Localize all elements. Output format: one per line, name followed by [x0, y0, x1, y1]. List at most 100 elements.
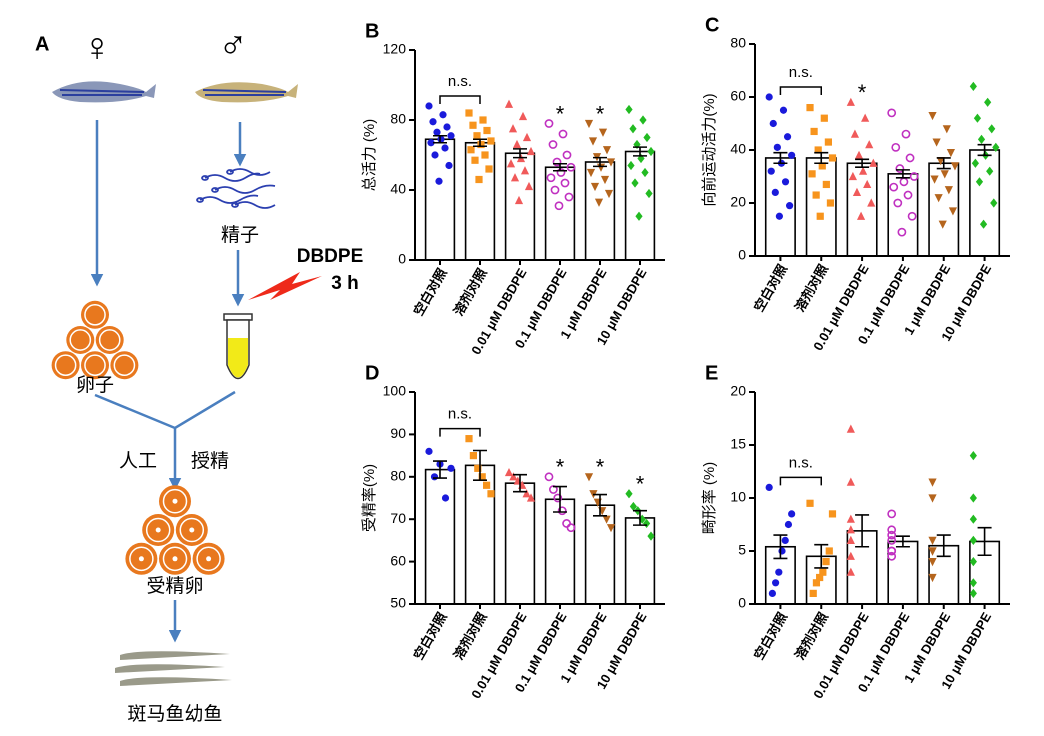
point [846, 551, 855, 560]
point [969, 535, 977, 545]
point [504, 467, 514, 477]
point [824, 138, 832, 146]
female-fish [52, 81, 156, 103]
point [928, 573, 937, 583]
point [485, 165, 493, 173]
point [765, 93, 773, 101]
point [775, 568, 783, 576]
point [928, 478, 937, 487]
point [483, 481, 491, 489]
point [594, 198, 604, 207]
point [808, 170, 816, 178]
y-tick-label: 0 [398, 251, 406, 267]
point [887, 509, 897, 519]
point [512, 139, 522, 149]
egg-inner [98, 329, 121, 351]
point [826, 199, 835, 207]
point [522, 489, 531, 498]
egg-inner [162, 546, 188, 572]
tube [223, 313, 253, 380]
panel-label: E [705, 362, 718, 384]
point [526, 146, 536, 156]
bar [504, 152, 536, 261]
point [901, 129, 911, 139]
bar [544, 498, 576, 605]
y-axis-label: 向前运动活力(%) [701, 93, 718, 206]
bar [504, 482, 536, 605]
point [905, 153, 915, 163]
y-axis-label: 总活力 (%) [361, 119, 378, 192]
point [435, 177, 443, 185]
point [887, 536, 897, 545]
y-tick-label: 80 [390, 111, 406, 127]
panel-label: D [365, 362, 379, 384]
point [928, 111, 937, 121]
bar [624, 517, 656, 605]
point [783, 133, 792, 141]
error-bar [593, 156, 607, 168]
point [907, 211, 917, 221]
point [475, 175, 483, 184]
bar [544, 166, 576, 261]
point [984, 97, 992, 107]
y-tick-label: 40 [390, 181, 406, 197]
point [441, 144, 449, 152]
point [566, 162, 576, 172]
point [441, 494, 450, 502]
point [625, 104, 633, 115]
axes [754, 392, 1010, 605]
egg-inner [113, 354, 136, 377]
point [552, 157, 562, 167]
point [471, 156, 479, 164]
male-symbol: ♂ [218, 24, 248, 68]
point [816, 212, 824, 220]
point [938, 220, 947, 229]
point [979, 219, 988, 229]
point [773, 143, 781, 151]
point [606, 524, 616, 533]
point [430, 473, 439, 481]
point [544, 119, 554, 128]
point [566, 523, 576, 533]
point [856, 211, 866, 220]
point [564, 192, 574, 202]
point [895, 164, 905, 173]
point [975, 177, 984, 187]
fertilized-eggs-label: 受精卵 [146, 575, 203, 597]
bar [424, 468, 456, 605]
significance: * [596, 455, 605, 480]
panel-label: C [705, 14, 719, 36]
point [867, 198, 876, 207]
x-tick-label: 空白对照 [411, 266, 450, 319]
larvae [115, 651, 232, 686]
x-tick-label: 溶剂对照 [451, 266, 490, 319]
point [775, 212, 783, 220]
point [846, 97, 855, 106]
point [629, 501, 637, 512]
x-tick-label: 溶剂对照 [792, 262, 831, 315]
point [809, 589, 817, 597]
point [647, 531, 655, 541]
point [769, 119, 777, 128]
egg-inner [145, 517, 171, 543]
point [447, 132, 455, 140]
y-tick-label: 20 [730, 194, 746, 210]
x-tick-label: 空白对照 [751, 262, 790, 315]
point [544, 472, 554, 482]
egg-inner [129, 546, 154, 572]
error-bar [433, 460, 447, 479]
point [863, 179, 872, 189]
error-bar [895, 535, 910, 548]
point [509, 472, 518, 481]
point [443, 123, 451, 131]
point [779, 106, 788, 114]
arrow [94, 390, 236, 488]
bracket-label: n.s. [448, 73, 472, 90]
x-tick-label: 溶剂对照 [451, 610, 490, 663]
point [969, 557, 977, 567]
point [772, 579, 780, 587]
point [431, 151, 439, 159]
